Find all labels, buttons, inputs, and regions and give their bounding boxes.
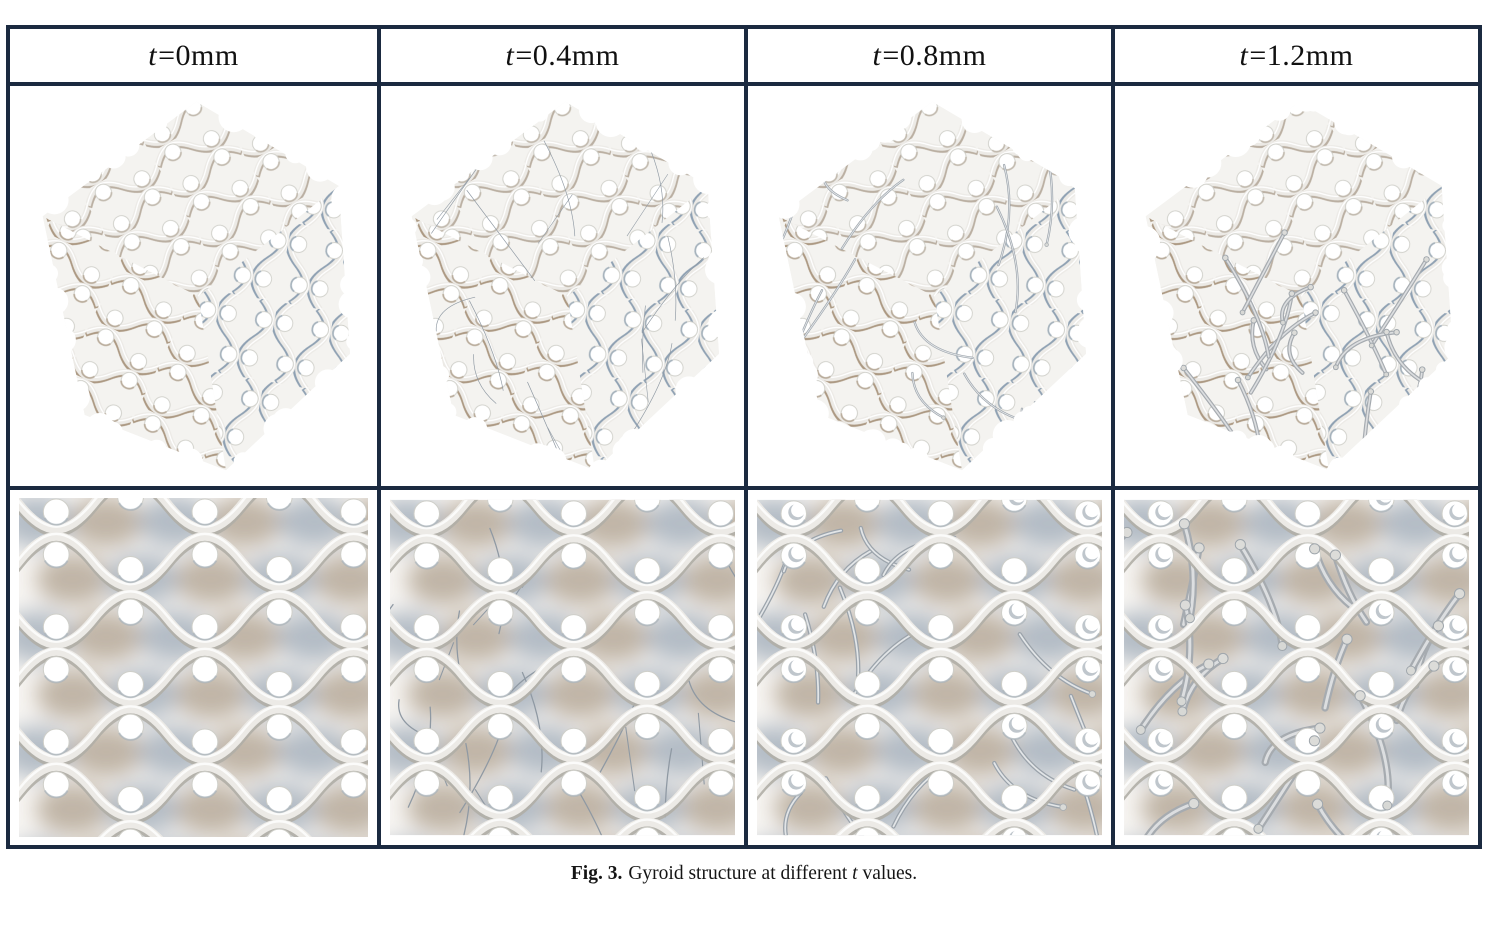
t-symbol: t xyxy=(148,38,158,72)
gyroid-front-image xyxy=(390,499,735,836)
gyroid-figure-table: t =0mm t =0.4mm t =0.8mm t =1.2mm xyxy=(6,25,1482,849)
gyroid-front-panel-t04 xyxy=(381,490,744,845)
gyroid-front-panel-t12 xyxy=(1115,490,1478,845)
gyroid-iso-image xyxy=(23,94,367,478)
caption-label: Fig. 3. xyxy=(570,863,623,884)
column-header-t08: t =0.8mm xyxy=(744,29,1111,82)
gyroid-iso-panel-t04 xyxy=(381,86,744,486)
gyroid-iso-image xyxy=(1126,94,1468,478)
gyroid-front-image xyxy=(19,498,368,837)
t-value-label: =0.8mm xyxy=(882,38,987,72)
caption-t-symbol: t xyxy=(852,863,858,884)
t-value-label: =0mm xyxy=(158,38,239,72)
t-symbol: t xyxy=(505,38,515,72)
figure-caption: Fig. 3. Gyroid structure at different t v… xyxy=(0,863,1488,885)
column-header-t04: t =0.4mm xyxy=(377,29,744,82)
column-header-t0: t =0mm xyxy=(10,29,377,82)
gyroid-front-panel-t0 xyxy=(10,490,377,845)
gyroid-front-image xyxy=(757,499,1102,836)
gyroid-front-image xyxy=(1124,499,1469,836)
t-symbol: t xyxy=(872,38,882,72)
gyroid-iso-panel-t08 xyxy=(748,86,1111,486)
gyroid-iso-image xyxy=(392,94,734,478)
caption-text-after: values. xyxy=(862,863,918,884)
gyroid-iso-image xyxy=(759,94,1101,478)
gyroid-iso-panel-t0 xyxy=(10,86,377,486)
gyroid-iso-panel-t12 xyxy=(1115,86,1478,486)
t-symbol: t xyxy=(1239,38,1249,72)
column-header-t12: t =1.2mm xyxy=(1111,29,1478,82)
t-value-label: =0.4mm xyxy=(515,38,620,72)
gyroid-front-panel-t08 xyxy=(748,490,1111,845)
t-value-label: =1.2mm xyxy=(1249,38,1354,72)
caption-text-before: Gyroid structure at different xyxy=(628,863,848,884)
